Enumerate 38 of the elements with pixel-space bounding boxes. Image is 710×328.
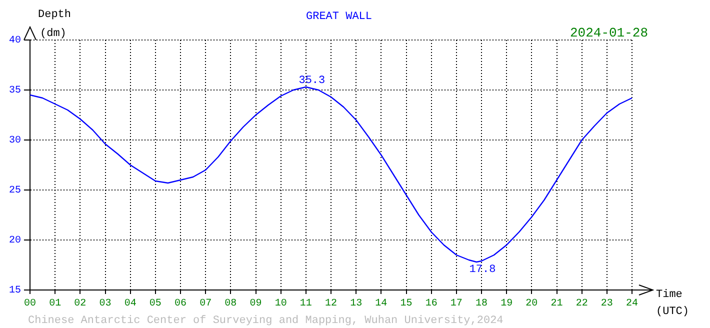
annotation: 2024-01-28: [570, 25, 648, 40]
x-tick-label: 07: [200, 298, 212, 310]
y-axis-title: Depth (dm): [38, 8, 72, 40]
x-tick-label: 17: [450, 298, 462, 310]
x-tick-label: 04: [124, 298, 136, 310]
text: Chinese Antarctic Center of Surveying and Mapping, Wuhan University,2024: [28, 314, 504, 327]
y-tick-label: 40: [8, 36, 21, 47]
y-tick-label: 35: [8, 86, 21, 97]
y-tick-label: 30: [8, 136, 21, 147]
x-tick-label: 11: [300, 298, 312, 310]
annotation: 35.3: [298, 74, 326, 87]
x-tick-label: 21: [550, 298, 563, 310]
x-tick-label: 16: [425, 298, 438, 310]
x-axis-title: Time (UTC): [656, 288, 690, 318]
x-tick-label: 08: [224, 298, 237, 310]
x-tick-label: 02: [74, 298, 86, 310]
x-tick-label: 14: [375, 298, 388, 310]
x-tick-label: 00: [24, 298, 36, 310]
x-tick-label: 19: [500, 298, 513, 310]
x-tick-label: 23: [600, 298, 613, 310]
x-tick-label: 22: [576, 298, 588, 310]
x-tick-label: 20: [526, 298, 538, 310]
x-tick-label: 10: [274, 298, 287, 310]
x-tick-label: 24: [626, 298, 638, 310]
y-tick-label: 20: [8, 236, 21, 247]
chart-title: GREAT WALL: [306, 10, 372, 23]
x-tick-label: 06: [174, 298, 187, 310]
y-tick-label: 15: [8, 286, 21, 297]
x-tick-label: 13: [350, 298, 362, 310]
x-tick-label: 09: [250, 298, 262, 310]
x-tick-label: 03: [99, 298, 112, 310]
x-tick-label: 12: [324, 298, 338, 310]
x-tick-label: 18: [475, 298, 488, 310]
y-tick-label: 25: [8, 186, 21, 197]
x-tick-label: 01: [49, 298, 62, 310]
annotation: 17.8: [469, 264, 496, 276]
x-tick-label: 05: [149, 298, 162, 310]
x-tick-label: 15: [400, 298, 412, 310]
